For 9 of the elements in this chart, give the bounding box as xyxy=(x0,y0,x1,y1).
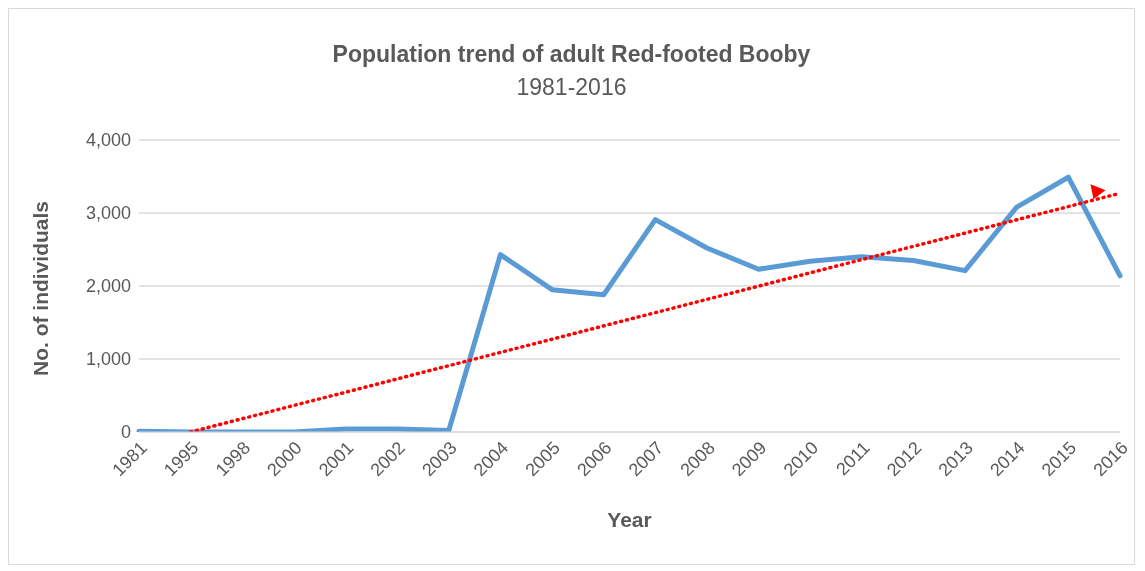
y-tick-label: 1,000 xyxy=(85,349,131,370)
y-tick-label: 0 xyxy=(120,422,131,443)
y-tick-label: 3,000 xyxy=(85,203,131,224)
y-axis-title: No. of individuals xyxy=(29,200,53,376)
x-axis-title: Year xyxy=(607,508,652,531)
y-tick-label: 2,000 xyxy=(85,276,131,297)
y-tick-label: 4,000 xyxy=(85,130,131,151)
chart-title: Population trend of adult Red-footed Booby xyxy=(331,41,812,68)
chart-subtitle: 1981-2016 xyxy=(515,74,628,101)
